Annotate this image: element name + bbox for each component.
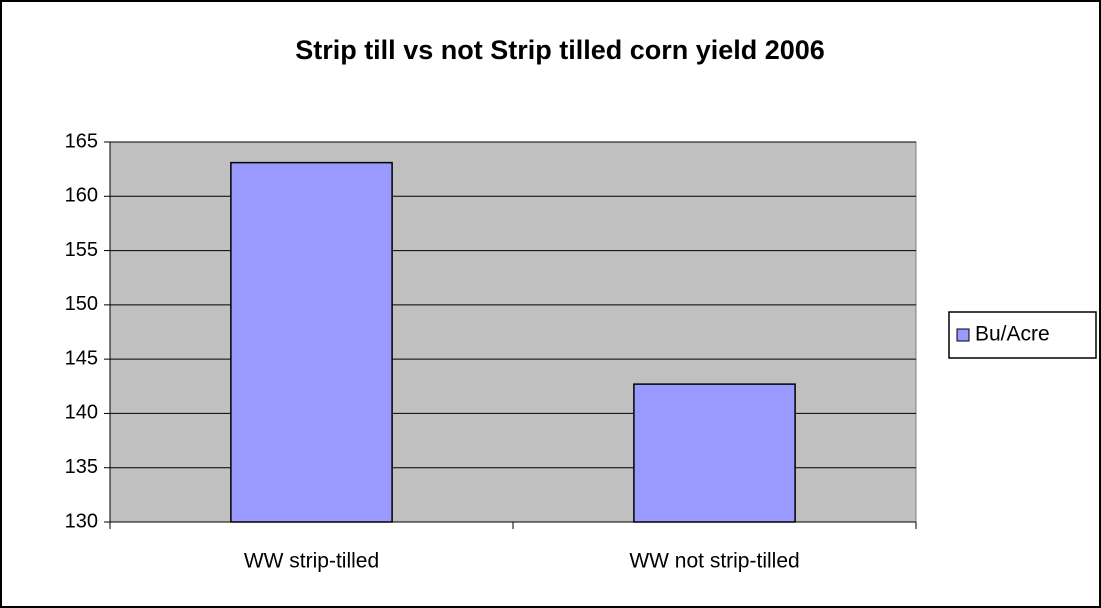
y-tick-label: 130 [65, 510, 98, 532]
y-tick-label: 145 [65, 347, 98, 369]
legend-box [948, 311, 1097, 359]
y-tick-label: 165 [65, 130, 98, 152]
x-tick-label: WW strip-tilled [244, 550, 379, 573]
y-tick-label: 150 [65, 293, 98, 315]
chart-title: Strip till vs not Strip tilled corn yiel… [295, 35, 825, 65]
x-tick-label: WW not strip-tilled [629, 550, 799, 573]
bar [230, 161, 393, 523]
legend-label: Bu/Acre [975, 323, 1050, 346]
bar [633, 383, 796, 523]
y-tick-label: 160 [65, 185, 98, 207]
y-tick-label: 155 [65, 239, 98, 261]
legend-swatch [956, 328, 970, 342]
y-tick-label: 135 [65, 456, 98, 478]
y-tick-label: 140 [65, 402, 98, 424]
